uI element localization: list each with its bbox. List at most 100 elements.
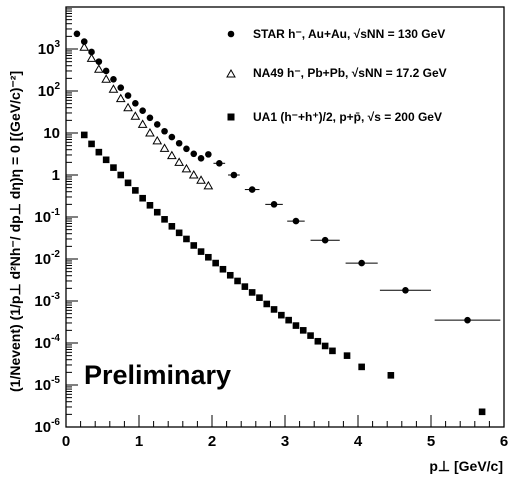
star-point (117, 84, 125, 91)
star-point (358, 259, 365, 267)
star-point (132, 99, 139, 107)
ua1-point (387, 372, 395, 379)
axis-ticks (65, 6, 505, 428)
star-point (205, 151, 212, 158)
na49-point (108, 84, 119, 93)
ua1-point (270, 306, 278, 313)
star-point (175, 139, 183, 147)
ua1-point (168, 223, 176, 230)
y-tick-label: 10-1 (34, 207, 60, 226)
ua1-point (343, 352, 351, 359)
y-tick-label: 1 (52, 167, 60, 184)
star-point (270, 201, 278, 208)
ua1-point (205, 253, 212, 261)
na49-point (145, 127, 155, 137)
star-point (248, 186, 256, 193)
ua1-point (307, 332, 314, 339)
preliminary-label: Preliminary (84, 360, 231, 390)
star-point (146, 114, 154, 122)
legend-marker-ua1 (227, 113, 235, 121)
x-axis-title: p⊥ [GeV/c] (429, 458, 503, 474)
ua1-point (292, 322, 300, 329)
legend: STAR h⁻, Au+Au, √sNN = 130 GeV NA49 h⁻, … (226, 27, 447, 124)
ua1-point (285, 316, 292, 324)
star-point (216, 159, 223, 167)
y-tick-label: 103 (38, 39, 61, 58)
ua1-point (153, 208, 161, 216)
y-tick-label: 10-4 (34, 333, 60, 352)
na49-point (101, 74, 112, 83)
star-point (292, 217, 300, 225)
na49-point (130, 111, 141, 120)
star-point (80, 38, 88, 45)
na49-point (159, 143, 170, 152)
ua1-point (278, 311, 285, 319)
star-point (230, 171, 238, 179)
star-point (190, 150, 198, 158)
ua1-point (80, 131, 88, 139)
star-point (464, 316, 471, 324)
star-point (161, 127, 168, 135)
star-point (102, 67, 110, 75)
legend-entry-ua1: UA1 (h⁻+h⁺)/2, p+p̄, √s = 200 GeV (253, 110, 442, 124)
ua1-point (95, 148, 103, 156)
star-point (139, 107, 146, 114)
na49-point (181, 163, 192, 173)
y-tick-label: 102 (38, 81, 61, 100)
legend-marker-na49 (226, 68, 236, 78)
star-point (402, 286, 409, 294)
x-tick-label: 4 (354, 433, 363, 450)
y-tick-labels: 10-6 10-5 10-4 10-3 10-2 10-1 1 10 102 103 (34, 39, 60, 436)
y-tick-label: 10-6 (34, 417, 60, 436)
star-point (88, 48, 95, 56)
ua1-point (329, 347, 336, 355)
na49-point (79, 42, 90, 51)
x-tick-label: 2 (208, 433, 216, 450)
ua1-point (88, 140, 95, 148)
legend-marker-star (227, 30, 235, 38)
ua1-point (190, 242, 198, 249)
y-tick-label: 10-2 (34, 249, 60, 268)
ua1-point (197, 248, 205, 255)
na49-point (174, 157, 185, 166)
y-tick-label: 10-3 (34, 291, 60, 310)
data-points (73, 30, 501, 416)
ua1-point (248, 289, 256, 296)
na49-point (166, 150, 177, 160)
star-point (197, 154, 205, 162)
ua1-point (117, 171, 125, 179)
ua1-point (146, 201, 154, 209)
na49-point (203, 180, 214, 190)
star-point (321, 236, 329, 244)
star-point (168, 133, 176, 141)
ua1-point (256, 294, 263, 301)
ua1-point (183, 235, 190, 243)
ua1-point (299, 327, 307, 334)
legend-entry-na49: NA49 h⁻, Pb+Pb, √sNN = 17.2 GeV (253, 66, 447, 80)
na49-point (86, 53, 97, 62)
y-axis-title: (1/Nevent) (1/p⊥ d²Nh⁻/ dp⊥ dη)η = 0 [(G… (7, 71, 23, 392)
na49-point (137, 119, 148, 128)
star-point (73, 30, 81, 38)
ua1-point (212, 259, 219, 267)
ua1-point (234, 277, 241, 285)
star-point (183, 145, 190, 153)
x-tick-label: 0 (62, 433, 70, 450)
ua1-point (124, 179, 132, 187)
na49-point (188, 169, 199, 179)
ua1-point (161, 216, 168, 223)
y-tick-label: 10-5 (34, 375, 60, 394)
ua1-point (263, 300, 271, 308)
y-tick-label: 10 (43, 125, 60, 142)
na49-point (196, 175, 206, 184)
na49-point (115, 93, 126, 103)
star-point (95, 58, 103, 65)
ua1-point (321, 342, 329, 350)
na49-point (93, 64, 104, 73)
ua1-point (102, 156, 110, 164)
star-point (110, 75, 117, 83)
ua1-point (175, 229, 183, 237)
x-tick-label: 6 (500, 433, 508, 450)
ua1-point (478, 408, 486, 416)
